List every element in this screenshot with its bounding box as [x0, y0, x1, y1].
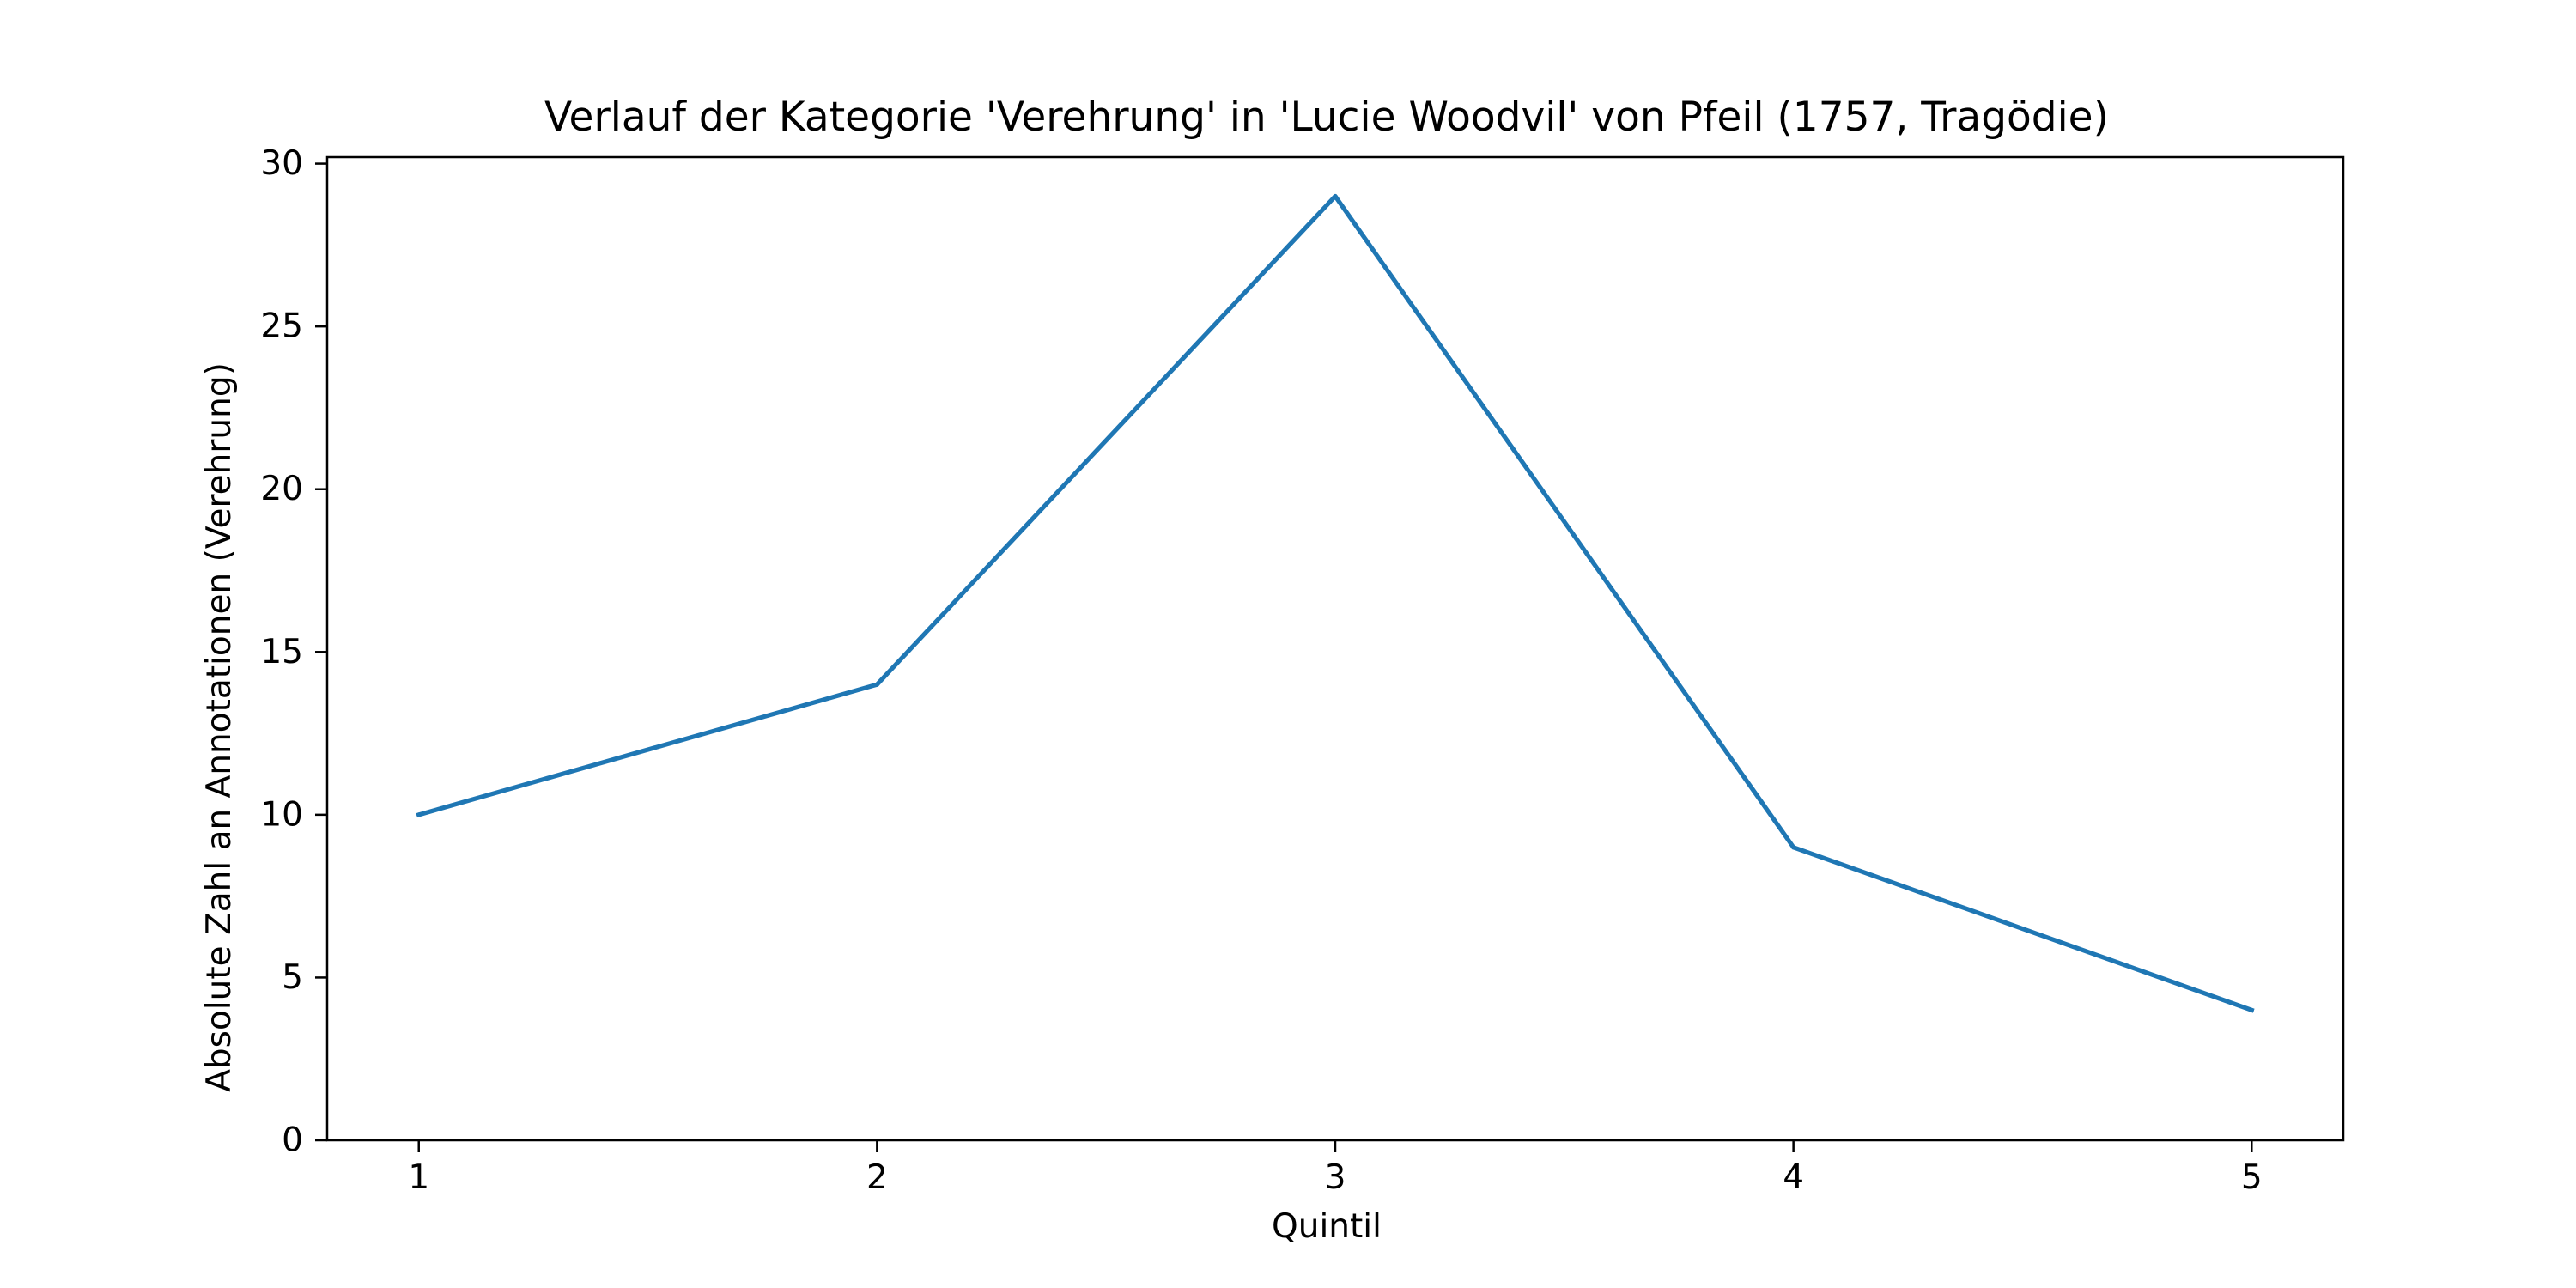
- data-point: [874, 682, 879, 687]
- y-tick-label: 15: [260, 633, 303, 671]
- data-point: [416, 812, 422, 817]
- y-axis: 0 5 10 15 20 25 30: [260, 144, 327, 1160]
- chart-title: Verlauf der Kategorie 'Verehrung' in 'Lu…: [544, 94, 2109, 141]
- x-tick-label: 2: [866, 1158, 888, 1197]
- y-tick-label: 20: [260, 470, 303, 508]
- x-tick-label: 3: [1325, 1158, 1346, 1197]
- y-tick-label: 25: [260, 307, 303, 346]
- data-point: [1333, 193, 1338, 199]
- x-tick-label: 1: [408, 1158, 429, 1197]
- x-tick-label: 4: [1783, 1158, 1804, 1197]
- data-point: [2249, 1007, 2254, 1012]
- x-axis: 1 2 3 4 5: [408, 1140, 2263, 1197]
- x-tick-label: 5: [2241, 1158, 2263, 1197]
- series-layer: [416, 193, 2255, 1013]
- y-tick-label: 30: [260, 144, 303, 183]
- data-point: [1791, 845, 1796, 850]
- y-tick-label: 10: [260, 795, 303, 834]
- plot-area: [325, 155, 2345, 1142]
- y-tick-label: 5: [282, 958, 303, 997]
- x-axis-label: Quintil: [1272, 1207, 1382, 1246]
- y-axis-label: Absolute Zahl an Annotationen (Verehrung…: [200, 362, 239, 1092]
- plot-background: [327, 157, 2343, 1140]
- y-tick-label: 0: [282, 1121, 303, 1160]
